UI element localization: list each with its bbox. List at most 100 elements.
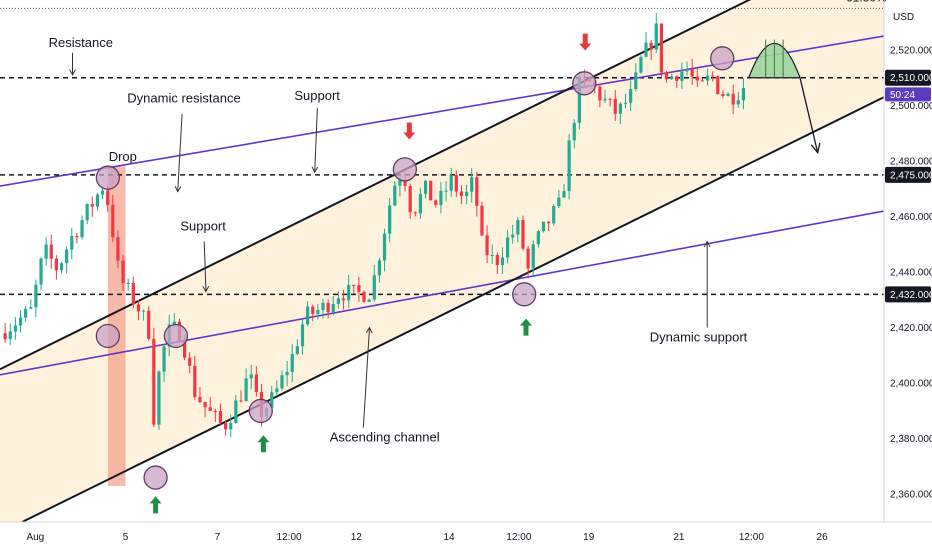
candle-body [321,302,325,311]
current-price-tag-label: 50:24 [890,90,915,101]
x-tick-label: 12:00 [506,532,531,543]
y-tick-label: 2,400.000 [890,379,932,390]
candle-body [90,203,94,207]
candle-body [623,102,628,104]
candle-body [418,193,423,214]
y-tick-label: 2,380.000 [890,434,932,445]
y-tick-label: 2,440.000 [890,268,932,279]
annotation-pointer-head-5 [703,240,711,248]
candle-body [218,411,223,423]
candle-body [136,304,141,312]
candle-body [413,212,417,214]
candle-body [8,331,12,340]
candle-body [454,175,458,192]
annotation-ascending-channel: Ascending channel [330,429,440,444]
candle-body [331,303,335,313]
price-level-tag-label-0: 2,510.000 [890,73,932,84]
candle-body [300,324,305,347]
candle-body [459,191,464,197]
candle-body [654,23,658,50]
candle-body [475,177,479,206]
candle-body [377,260,382,276]
candle-body [75,235,79,238]
x-tick-label: 14 [444,532,456,543]
candle-body [700,80,705,82]
candle-body [736,100,740,105]
candle-body [270,392,274,408]
candle-body [695,76,699,81]
plot-area: Resistance Drop Dynamic resistance Support S… [0,0,884,522]
candle-body [126,282,130,284]
y-tick-label: 2,480.000 [890,157,932,168]
y-tick-label: 2,360.000 [890,490,932,501]
candle-body [208,407,212,411]
candle-body [423,180,428,194]
candle-body [429,180,433,201]
candle-body [577,77,581,123]
price-level-tag-label-2: 2,432.000 [890,290,932,301]
candle-body [547,221,551,224]
time-axis: Aug 5 7 12:00 12 14 12:00 19 21 12:00 26 [0,521,932,550]
candle-body [341,298,346,301]
candles [3,12,746,438]
annotation-pointer-4 [362,327,371,428]
price-axis: USD 2,360.000 2,380.000 2,400.000 2,420.000 2… [883,0,932,550]
arrow-down-3 [403,122,416,140]
x-tick-label: 19 [583,532,595,543]
candle-body [116,237,120,261]
touch-circle-8 [710,46,735,71]
candle-body [29,307,33,309]
candle-body [644,42,648,57]
candle-body [557,197,561,207]
candle-body [393,185,397,206]
candle-body [382,233,387,261]
x-tick-label: 12:00 [739,532,764,543]
candle-body [480,205,484,236]
touch-circle-6 [512,282,537,307]
x-tick-label: 5 [123,532,129,543]
x-tick-label: 12 [351,532,363,543]
candle-body [629,89,633,103]
candle-body [741,87,746,101]
annotation-drop: Drop [109,149,137,164]
candle-body [731,93,735,105]
touch-circle-7 [572,71,597,96]
candle-body [434,200,438,205]
annotation-dynamic-resistance: Dynamic resistance [127,91,240,106]
candle-body [388,205,392,234]
candle-body [24,308,28,318]
annotation-pointer-head-0 [69,69,76,77]
candle-body [716,76,720,94]
dynamic-resistance-line [0,35,884,187]
candle-body [685,69,689,72]
candle-body [485,235,489,256]
annotation-pointer-1 [177,113,183,192]
candle-body [634,72,638,90]
price-level-tag-label-1: 2,475.000 [890,170,932,181]
y-tick-label: 2,460.000 [890,212,932,223]
arrow-up-0 [149,496,162,514]
candle-body [244,378,248,402]
candle-body [44,244,48,259]
candle-body [326,302,330,313]
candle-body [639,56,643,73]
candle-body [280,375,284,389]
annotation-pointer-head-4 [365,326,373,334]
candle-body [121,260,125,284]
candle-body [336,298,340,304]
annotation-pointer-head-1 [174,185,182,193]
candle-body [239,400,243,402]
candle-body [598,86,602,101]
candle-body [690,69,694,77]
y-tick-label: 2,500.000 [890,101,932,112]
candle-body [162,346,166,372]
candle-body [306,306,310,325]
annotation-pointer-head-3 [202,285,210,293]
candle-body [464,191,469,197]
candle-body [664,72,669,80]
y-tick-label: 2,420.000 [890,323,932,334]
candle-body [362,291,366,302]
candle-body [229,422,233,430]
candle-body [254,374,258,392]
